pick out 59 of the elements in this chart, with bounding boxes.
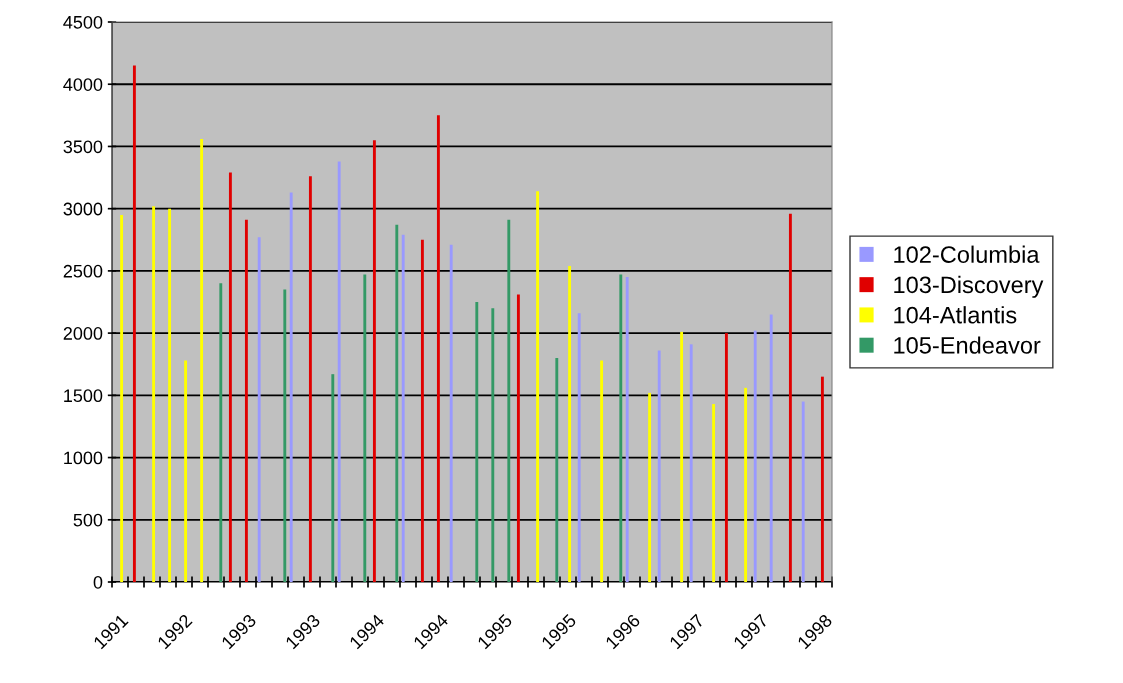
bar xyxy=(331,374,335,582)
legend-label: 103-Discovery xyxy=(894,275,1044,298)
bar xyxy=(120,214,124,582)
legend-label: 102-Columbia xyxy=(894,245,1040,263)
bar xyxy=(491,308,495,582)
y-tick-label: 3000 xyxy=(63,202,103,216)
bar xyxy=(577,313,581,582)
bar xyxy=(475,302,479,582)
bar xyxy=(401,234,405,582)
bar xyxy=(753,330,757,582)
y-tick-label: 500 xyxy=(73,513,103,527)
bar xyxy=(244,219,248,582)
y-tick-label: 1500 xyxy=(64,389,103,403)
bar xyxy=(184,360,188,582)
bar xyxy=(507,219,511,582)
bar xyxy=(436,115,440,582)
y-tick-label: 2000 xyxy=(63,327,103,340)
y-tick-label: 0 xyxy=(93,575,103,589)
bar xyxy=(648,392,652,582)
bar xyxy=(712,404,716,582)
bar xyxy=(283,289,287,582)
bar xyxy=(449,244,453,582)
y-tick-label: 2500 xyxy=(63,264,103,278)
legend-label: 105-Endeavor xyxy=(894,336,1041,354)
bar xyxy=(219,283,223,582)
y-tick-label: 3500 xyxy=(63,140,103,154)
bar xyxy=(744,387,748,582)
bar xyxy=(200,138,204,582)
bar xyxy=(568,265,572,582)
y-tick-label: 4000 xyxy=(63,78,103,91)
bar xyxy=(168,208,172,582)
bar xyxy=(132,65,136,582)
bar xyxy=(801,401,805,582)
bar xyxy=(257,237,261,582)
bar xyxy=(724,333,728,582)
bar xyxy=(395,224,399,582)
y-tick-label: 1000 xyxy=(64,451,103,465)
bar xyxy=(820,376,824,582)
bar xyxy=(420,239,424,582)
bar xyxy=(657,350,661,582)
bar xyxy=(536,191,540,582)
bar xyxy=(289,192,293,582)
bar xyxy=(788,213,792,582)
bar xyxy=(337,161,341,582)
bar xyxy=(689,344,693,582)
bar xyxy=(516,294,520,582)
bar xyxy=(619,274,623,582)
bar xyxy=(680,331,684,582)
bar xyxy=(769,314,773,582)
bar xyxy=(555,358,559,582)
bar xyxy=(372,140,376,582)
bar xyxy=(625,277,629,582)
bar xyxy=(308,176,312,582)
bar xyxy=(152,206,156,582)
bar xyxy=(363,274,367,582)
bar xyxy=(228,172,232,582)
bar xyxy=(600,360,604,582)
y-tick-label: 4500 xyxy=(63,15,103,29)
legend-label: 104-Atlantis xyxy=(894,306,1017,324)
